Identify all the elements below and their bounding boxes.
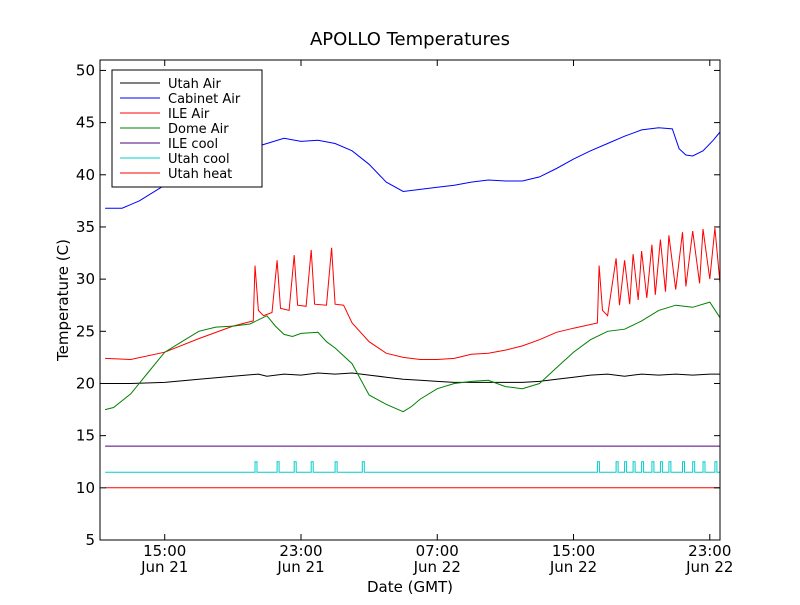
y-tick-label: 15 (76, 427, 95, 445)
y-tick-label: 50 (76, 61, 95, 79)
y-axis-title: Temperature (C) (54, 239, 72, 362)
x-tick-time-label: 23:00 (279, 542, 322, 560)
legend-label: Cabinet Air (168, 92, 241, 107)
x-tick-time-label: 15:00 (143, 542, 186, 560)
x-tick-time-label: 23:00 (688, 542, 731, 560)
legend-label: ILE cool (168, 137, 218, 152)
series-line-utah-air (105, 372, 720, 384)
plot-area (104, 127, 721, 489)
series-line-dome-air (104, 301, 721, 413)
y-tick-label: 45 (76, 114, 95, 132)
legend-label: Utah cool (168, 152, 230, 167)
legend-label: Utah Air (168, 77, 221, 92)
y-tick-label: 35 (76, 218, 95, 236)
x-tick-time-label: 07:00 (416, 542, 459, 560)
y-tick-label: 20 (76, 374, 95, 392)
series-line-ile-air (105, 227, 721, 361)
y-tick-label: 30 (76, 270, 95, 288)
x-tick-date-label: Jun 22 (413, 558, 461, 576)
chart-title: APOLLO Temperatures (310, 29, 510, 50)
series-line-utah-cool (105, 461, 720, 473)
x-tick-date-label: Jun 22 (685, 558, 733, 576)
x-tick-date-label: Jun 21 (140, 558, 188, 576)
plot-frame (99, 59, 721, 541)
x-tick-time-label: 15:00 (552, 542, 595, 560)
legend-label: Utah heat (168, 167, 232, 182)
y-tick-label: 40 (76, 166, 95, 184)
legend-label: ILE Air (168, 107, 210, 122)
x-tick-date-label: Jun 21 (276, 558, 324, 576)
series-line-cabinet-air (105, 127, 721, 209)
y-tick-label: 25 (76, 322, 95, 340)
x-axis-title: Date (GMT) (367, 578, 453, 596)
x-tick-date-label: Jun 22 (549, 558, 597, 576)
y-tick-label: 5 (85, 531, 95, 549)
legend-label: Dome Air (168, 122, 229, 137)
y-tick-label: 10 (76, 479, 95, 497)
